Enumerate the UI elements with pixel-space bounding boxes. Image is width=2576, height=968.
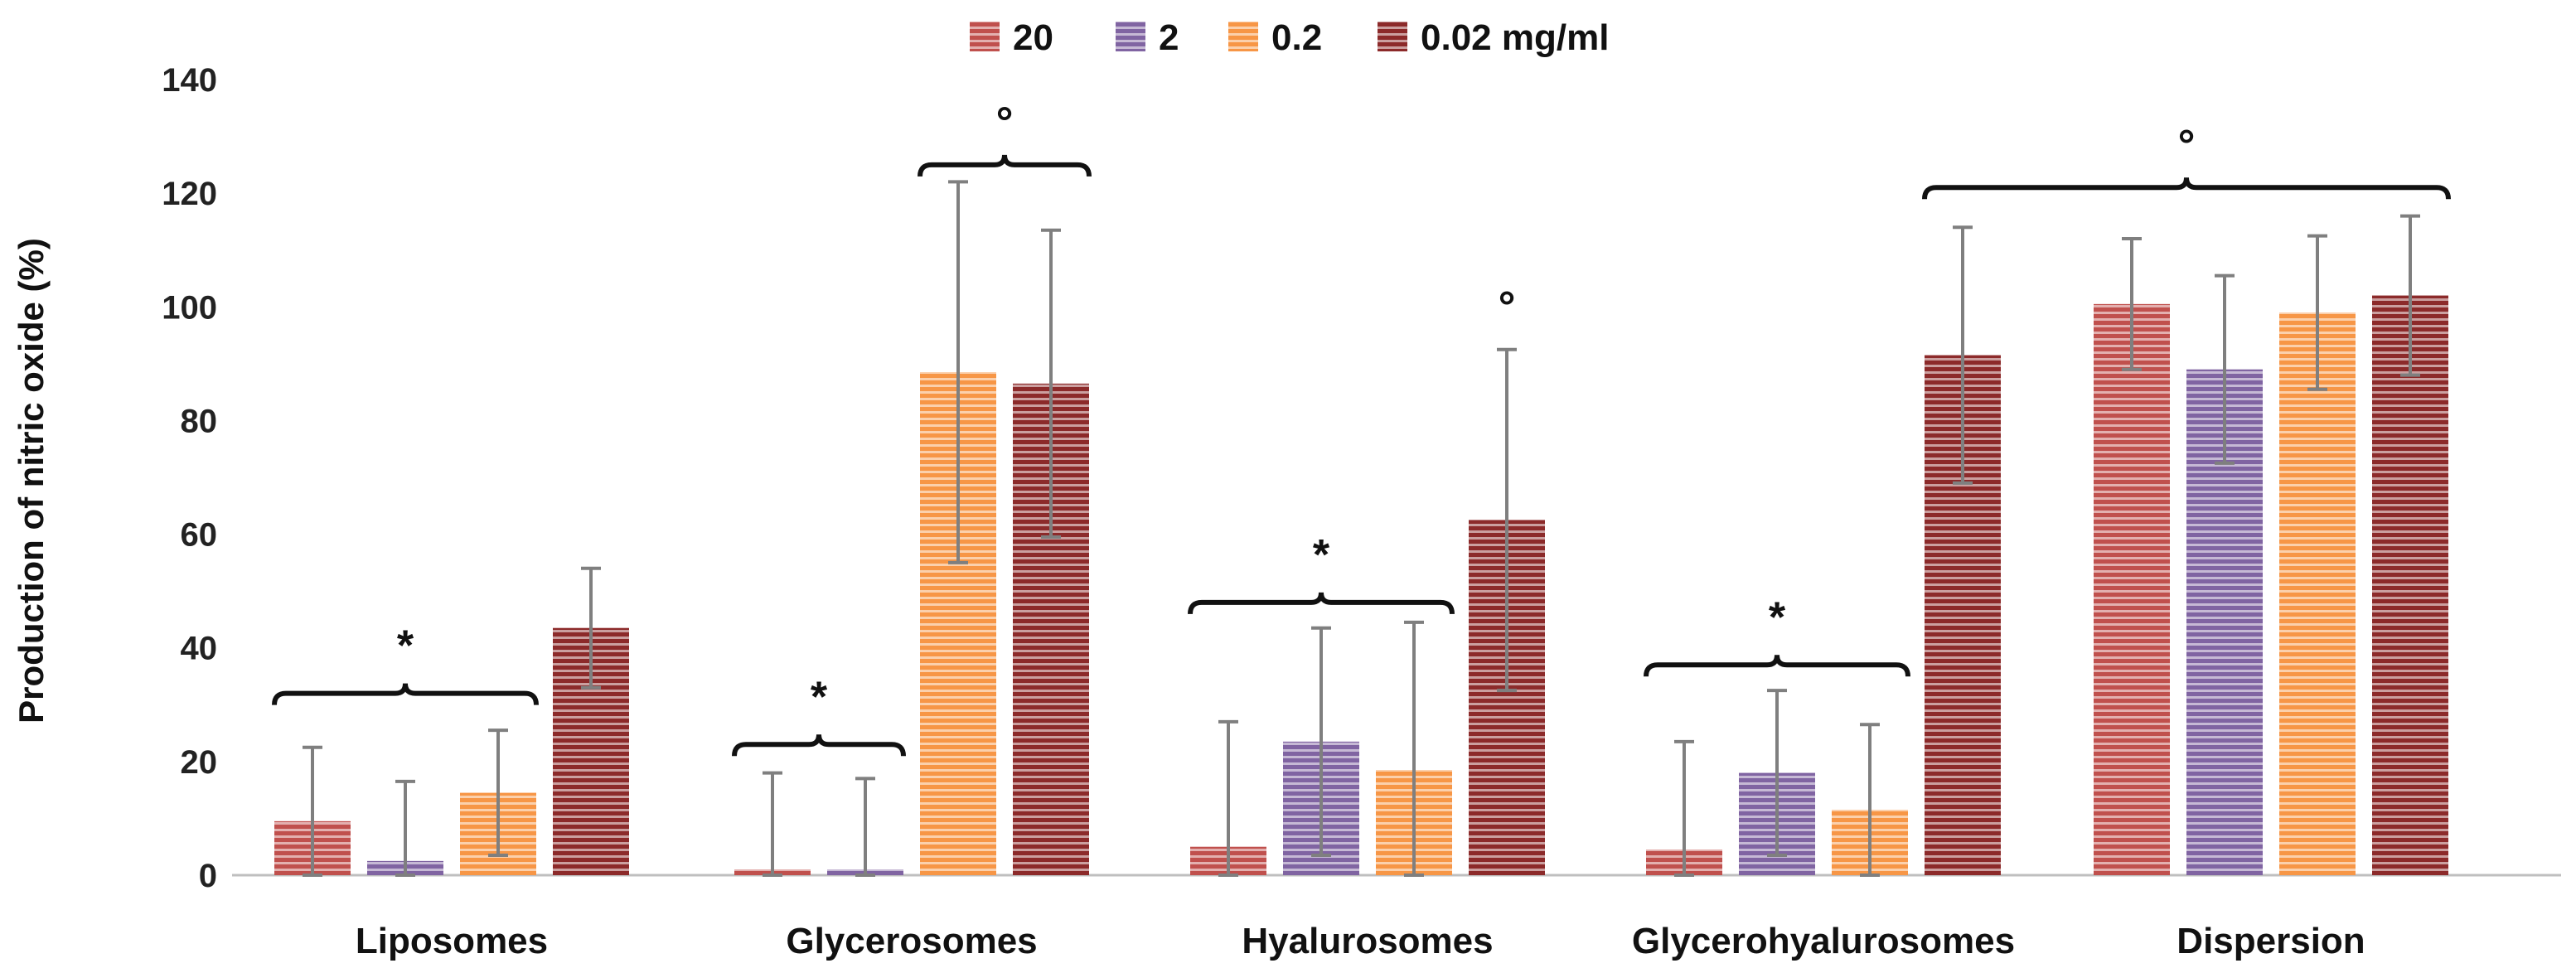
significance-mark: ° — [996, 99, 1014, 147]
y-axis: 0 20 40 60 80 100 120 140 — [162, 62, 217, 894]
legend-item-20: 20 — [970, 17, 1053, 58]
y-axis-label: Production of nitric oxide (%) — [12, 238, 51, 724]
category-label-hyalurosomes: Hyalurosomes — [1242, 921, 1493, 961]
y-tick-label: 60 — [181, 517, 218, 554]
significance-bracket — [272, 683, 539, 705]
legend-item-2: 2 — [1116, 17, 1179, 58]
significance-mark: ° — [2178, 121, 2196, 169]
significance-bracket — [918, 154, 1092, 177]
category-label-glycerosomes: Glycerosomes — [786, 921, 1037, 961]
significance-bracket — [1922, 177, 2451, 200]
significance-mark: ° — [1499, 283, 1516, 332]
error-bar-group — [303, 180, 2420, 877]
legend-swatch-stripes — [1378, 22, 1407, 51]
significance-bracket — [732, 734, 906, 757]
legend-label-0-02: 0.02 mg/ml — [1421, 17, 1609, 58]
y-tick-label: 0 — [199, 858, 217, 894]
y-tick-label: 100 — [162, 289, 217, 326]
category-label-liposomes: Liposomes — [356, 921, 548, 961]
legend-swatch-stripes — [1116, 22, 1145, 51]
x-axis: Liposomes Glycerosomes Hyalurosomes Glyc… — [356, 921, 2365, 961]
significance-bracket — [1188, 592, 1455, 615]
significance-mark: * — [397, 622, 414, 670]
y-tick-label: 120 — [162, 176, 217, 212]
legend-swatch-stripes — [970, 22, 1000, 51]
bar-series-group — [274, 295, 2448, 876]
significance-bracket — [1644, 655, 1910, 677]
y-tick-label: 140 — [162, 62, 217, 99]
y-tick-label: 20 — [181, 744, 218, 781]
legend-label-20: 20 — [1013, 17, 1053, 58]
y-tick-label: 40 — [181, 631, 218, 667]
category-label-glycerohyalurosomes: Glycerohyalurosomes — [1632, 921, 2015, 961]
legend-label-0-2: 0.2 — [1271, 17, 1322, 58]
significance-mark: * — [811, 673, 828, 721]
legend-swatch-stripes — [1228, 22, 1258, 51]
significance-mark: * — [1313, 531, 1330, 579]
bar-stripes — [2279, 312, 2356, 876]
y-tick-label: 80 — [181, 403, 218, 439]
category-label-dispersion: Dispersion — [2177, 921, 2365, 961]
legend-item-0-02: 0.02 mg/ml — [1378, 17, 1609, 58]
legend-item-0-2: 0.2 — [1228, 17, 1322, 58]
legend: 20 2 0.2 0.02 mg/ml — [970, 17, 1609, 58]
bar-stripes — [2094, 303, 2170, 875]
significance-mark: * — [1769, 593, 1786, 641]
bar-stripes — [2372, 295, 2448, 876]
legend-label-2: 2 — [1159, 17, 1179, 58]
